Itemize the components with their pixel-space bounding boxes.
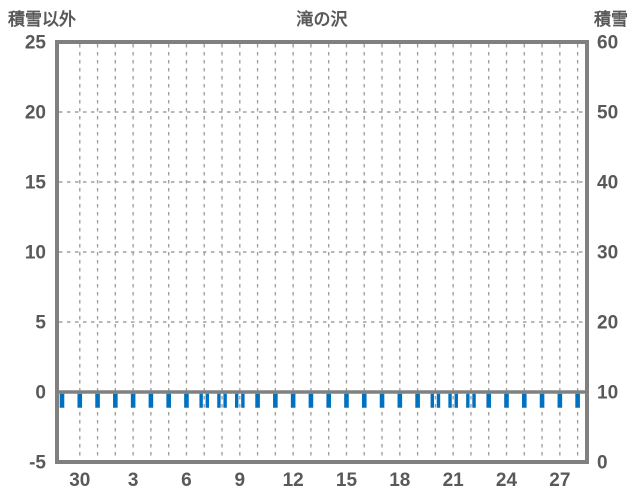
svg-text:30: 30	[597, 243, 618, 264]
svg-text:0: 0	[597, 453, 608, 474]
bar-marks	[59, 393, 580, 408]
svg-text:9: 9	[235, 470, 246, 491]
plot-border	[55, 40, 589, 464]
y-axis-left-ticks: 25 20 15 10 5 0 -5	[25, 33, 47, 474]
svg-text:-5: -5	[29, 453, 46, 474]
svg-text:10: 10	[25, 243, 46, 264]
left-axis-title: 積雪以外	[8, 10, 76, 29]
y-axis-right-ticks: 60 50 40 30 20 10 0	[597, 33, 618, 474]
svg-text:24: 24	[496, 470, 518, 491]
svg-text:27: 27	[549, 470, 570, 491]
chart-title: 滝の沢	[296, 10, 348, 29]
svg-text:3: 3	[128, 470, 139, 491]
svg-text:50: 50	[597, 103, 618, 124]
x-axis-ticks: 30 3 6 9 12 15 18 21 24 27	[69, 470, 570, 491]
svg-text:12: 12	[283, 470, 304, 491]
svg-text:60: 60	[597, 33, 618, 54]
svg-text:18: 18	[389, 470, 410, 491]
svg-text:15: 15	[25, 173, 47, 194]
svg-text:20: 20	[597, 313, 618, 334]
svg-text:40: 40	[597, 173, 618, 194]
svg-text:25: 25	[25, 33, 47, 54]
svg-text:0: 0	[35, 383, 46, 404]
right-axis-title: 積雪	[594, 10, 628, 29]
svg-text:30: 30	[69, 470, 90, 491]
svg-text:5: 5	[35, 313, 46, 334]
svg-text:15: 15	[336, 470, 358, 491]
svg-text:6: 6	[181, 470, 192, 491]
svg-text:10: 10	[597, 383, 618, 404]
svg-text:21: 21	[443, 470, 465, 491]
svg-text:20: 20	[25, 103, 46, 124]
